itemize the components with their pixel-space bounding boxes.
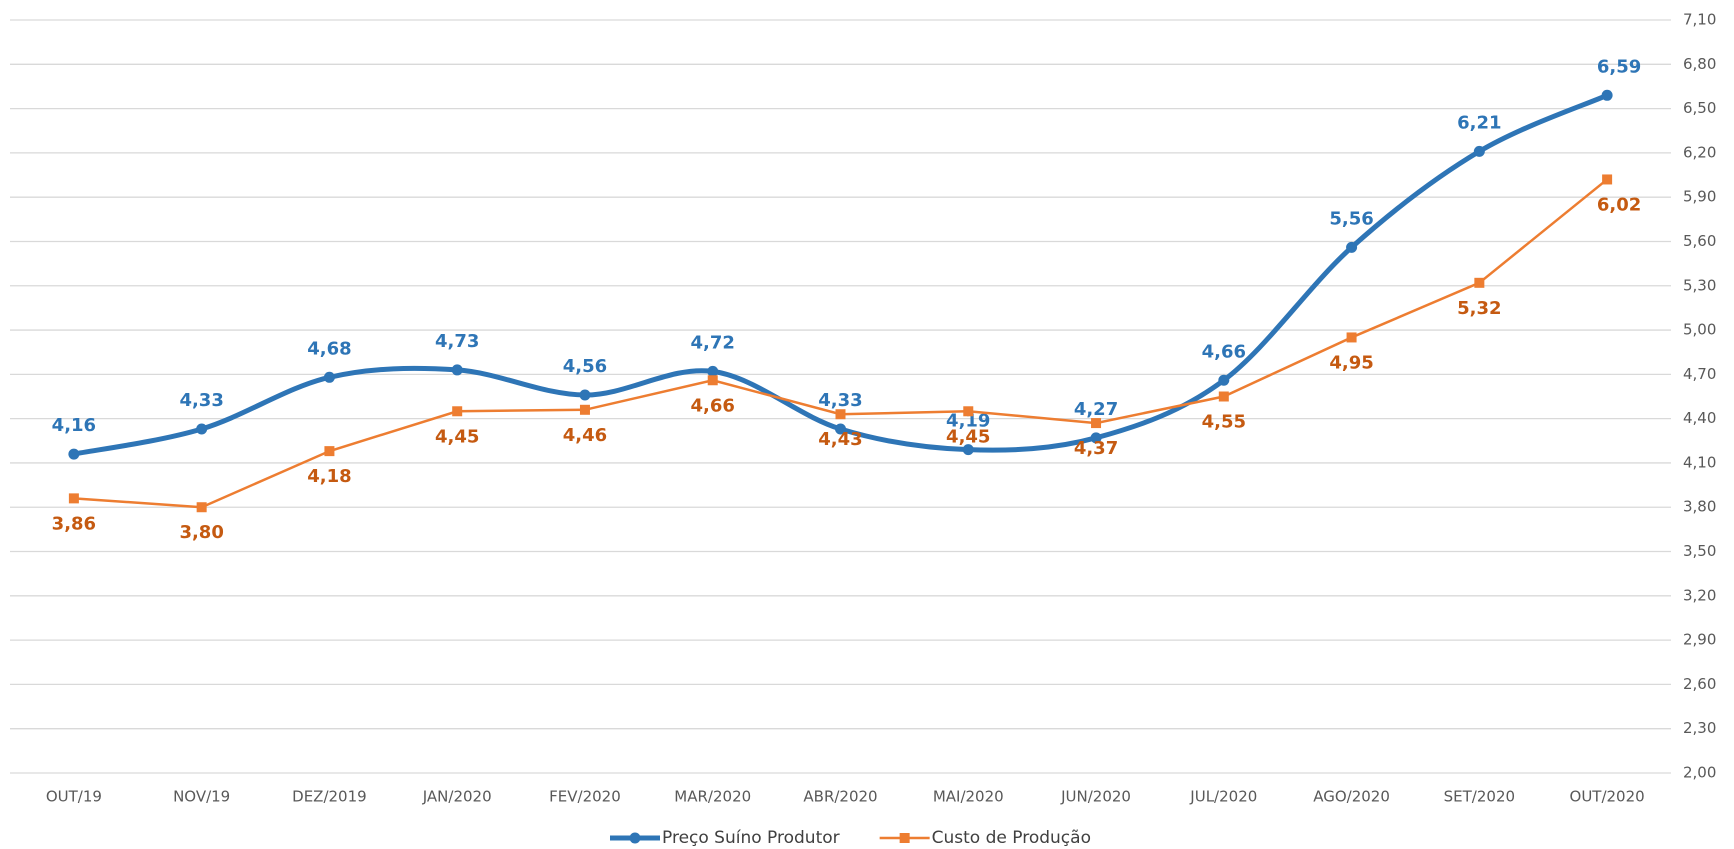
x-tick-label: JUL/2020 — [1189, 788, 1257, 806]
y-tick-label: 5,90 — [1683, 188, 1716, 206]
legend-label: Preço Suíno Produtor — [662, 828, 840, 848]
value-label: 4,27 — [1074, 399, 1118, 420]
x-tick-label: SET/2020 — [1444, 788, 1515, 806]
value-label: 4,45 — [435, 426, 479, 447]
value-label: 4,72 — [691, 332, 735, 353]
point-marker — [1602, 174, 1613, 185]
y-tick-label: 5,60 — [1683, 232, 1716, 250]
point-marker — [707, 375, 718, 386]
x-tick-label: OUT/19 — [46, 788, 102, 806]
value-label: 3,80 — [179, 522, 223, 543]
x-tick-label: ABR/2020 — [803, 788, 877, 806]
value-label: 4,56 — [563, 356, 607, 377]
point-marker — [835, 423, 846, 435]
value-label: 4,43 — [818, 429, 862, 450]
x-tick-label: JAN/2020 — [422, 788, 492, 806]
value-label: 4,45 — [946, 426, 990, 447]
point-marker — [1473, 145, 1485, 157]
x-tick-label: FEV/2020 — [549, 788, 621, 806]
value-label: 6,02 — [1597, 194, 1641, 215]
x-tick-label: JUN/2020 — [1060, 788, 1131, 806]
value-label: 4,33 — [818, 390, 862, 411]
point-marker — [324, 446, 335, 457]
y-tick-label: 6,20 — [1683, 143, 1716, 161]
x-tick-label: NOV/19 — [173, 788, 230, 806]
value-label: 4,66 — [691, 395, 735, 416]
value-label: 4,46 — [563, 425, 607, 446]
value-label: 4,16 — [52, 415, 96, 436]
point-marker — [451, 364, 463, 376]
value-label: 6,21 — [1457, 112, 1501, 133]
x-tick-label: MAR/2020 — [674, 788, 751, 806]
point-marker — [68, 493, 79, 504]
point-marker — [579, 404, 590, 415]
point-marker — [196, 423, 208, 435]
y-tick-label: 2,00 — [1683, 764, 1716, 782]
point-marker — [1091, 418, 1102, 429]
value-label: 4,18 — [307, 466, 351, 487]
point-marker — [1346, 332, 1357, 343]
legend-marker — [899, 833, 910, 843]
value-label: 4,66 — [1202, 341, 1246, 362]
point-marker — [452, 406, 463, 417]
y-tick-label: 4,70 — [1683, 365, 1716, 383]
y-tick-label: 4,40 — [1683, 409, 1716, 427]
value-label: 4,68 — [307, 338, 351, 359]
value-label: 6,59 — [1597, 56, 1641, 77]
value-label: 4,37 — [1074, 438, 1118, 459]
point-marker — [962, 444, 974, 456]
x-tick-label: MAI/2020 — [933, 788, 1004, 806]
point-marker — [196, 502, 207, 513]
value-label: 3,86 — [52, 513, 96, 534]
point-marker — [1601, 89, 1613, 101]
value-label: 5,56 — [1329, 208, 1373, 229]
point-marker — [835, 409, 846, 420]
series-line — [73, 178, 1608, 509]
y-tick-label: 5,00 — [1683, 321, 1716, 339]
y-tick-label: 4,10 — [1683, 453, 1716, 471]
y-tick-label: 6,50 — [1683, 99, 1716, 117]
y-tick-label: 5,30 — [1683, 276, 1716, 294]
legend-marker — [629, 832, 641, 844]
y-tick-label: 2,90 — [1683, 631, 1716, 649]
value-label: 4,95 — [1329, 352, 1373, 373]
value-label: 4,55 — [1202, 412, 1246, 433]
point-marker — [963, 406, 974, 417]
y-tick-label: 3,50 — [1683, 542, 1716, 560]
x-tick-label: DEZ/2019 — [292, 788, 367, 806]
point-marker — [68, 448, 80, 460]
value-label: 4,19 — [946, 411, 990, 432]
point-marker — [1346, 241, 1358, 253]
point-marker — [323, 371, 335, 383]
y-tick-label: 6,80 — [1683, 55, 1716, 73]
legend-label: Custo de Produção — [932, 828, 1091, 848]
value-label: 5,32 — [1457, 298, 1501, 319]
x-tick-label: OUT/2020 — [1570, 788, 1645, 806]
point-marker — [1474, 277, 1485, 288]
point-marker — [579, 389, 591, 401]
point-marker — [1218, 374, 1230, 386]
point-marker — [1090, 432, 1102, 444]
y-tick-label: 7,10 — [1683, 11, 1716, 29]
point-marker — [707, 365, 719, 377]
y-tick-label: 3,80 — [1683, 498, 1716, 516]
value-label: 4,33 — [179, 390, 223, 411]
y-tick-label: 3,20 — [1683, 586, 1716, 604]
y-tick-label: 2,60 — [1683, 675, 1716, 693]
point-marker — [1218, 391, 1229, 402]
value-label: 4,73 — [435, 331, 479, 352]
y-tick-label: 2,30 — [1683, 719, 1716, 737]
x-tick-label: AGO/2020 — [1313, 788, 1390, 806]
